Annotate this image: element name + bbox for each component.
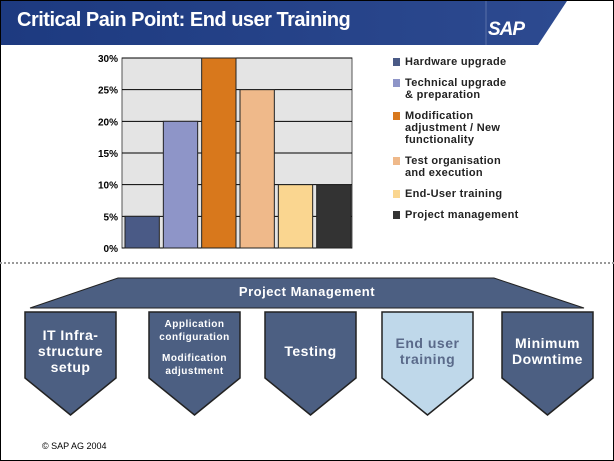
- phase-arrow-3: [264, 311, 357, 416]
- legend-label: Project management: [405, 209, 519, 221]
- y-tick-label: 0%: [104, 244, 119, 255]
- bar-3: [201, 57, 237, 249]
- legend-label: Test organisation: [405, 155, 501, 167]
- legend-item: Modification adjustment / New functionalit…: [393, 110, 603, 146]
- phase-label-line: Application: [164, 319, 225, 330]
- legend-label: Technical upgrade: [405, 77, 507, 89]
- phase-label: End user training: [382, 335, 473, 367]
- phase-label-line: configuration: [159, 332, 230, 343]
- phase-label: Minimum Downtime: [502, 335, 593, 367]
- title-bar: Critical Pain Point: End user Training S…: [1, 1, 613, 47]
- legend-label: functionality: [405, 134, 475, 146]
- bar-1: [124, 215, 160, 249]
- phase-label-line: structure: [37, 343, 104, 359]
- sap-logo: SAP: [488, 19, 525, 40]
- phase-label-line: [149, 344, 240, 352]
- y-tick-label: 30%: [98, 54, 118, 65]
- phase-label: Testing: [265, 343, 356, 359]
- y-tick-label: 10%: [98, 181, 118, 192]
- legend-swatch: [393, 190, 400, 198]
- phase-label: IT Infra-structure setup: [25, 327, 116, 375]
- phase-label-line: setup: [50, 359, 91, 375]
- legend-label: adjustment / New: [405, 122, 501, 134]
- phase-label-line: adjustment: [165, 366, 224, 377]
- title-bar-background: [1, 1, 567, 45]
- phase-label: Application configuration Modification adju…: [149, 318, 240, 378]
- legend-label: Hardware upgrade: [405, 56, 507, 68]
- divider: [0, 262, 614, 264]
- legend-swatch: [393, 58, 400, 66]
- legend-item: Technical upgrade & preparation: [393, 77, 603, 101]
- legend-swatch: [393, 79, 400, 87]
- phase-label-line: Downtime: [512, 351, 583, 367]
- banner-shape: [29, 277, 585, 309]
- y-tick-label: 20%: [98, 117, 118, 128]
- bar-5: [277, 184, 314, 249]
- bar-4: [239, 89, 275, 249]
- legend-item: Test organisation and execution: [393, 155, 603, 179]
- page-title: Critical Pain Point: End user Training: [17, 9, 351, 31]
- phase-arrow-4: [381, 311, 474, 416]
- phase-label-line: Testing: [284, 343, 337, 359]
- legend-item: End-User training: [393, 188, 603, 200]
- legend-item: Project management: [393, 209, 603, 221]
- phase-label-line: training: [399, 351, 456, 367]
- copyright: © SAP AG 2004: [42, 441, 107, 451]
- y-tick-label: 25%: [98, 86, 118, 97]
- legend-item: Hardware upgrade: [393, 56, 603, 68]
- project-management-banner: Project Management: [238, 284, 376, 299]
- y-tick-label: 5%: [104, 212, 119, 223]
- legend-swatch: [393, 112, 400, 120]
- legend-swatch: [393, 157, 400, 165]
- phase-label-line: Minimum: [515, 335, 580, 351]
- phase-arrow-2: [148, 311, 241, 416]
- phase-label-line: Modification: [162, 353, 227, 364]
- chart-legend: Hardware upgrade Technical upgrade & prepa…: [393, 56, 603, 230]
- phase-arrow-1: [24, 311, 117, 416]
- legend-label: and execution: [405, 167, 483, 179]
- legend-label: Modification: [405, 110, 474, 122]
- phase-label-line: End user: [395, 335, 460, 351]
- phase-arrow-5: [501, 311, 594, 416]
- legend-label: End-User training: [405, 188, 503, 200]
- phase-label-line: IT Infra-: [42, 327, 99, 343]
- bar-chart: 0% 5% 10% 15% 20% 25% 30%: [98, 54, 353, 255]
- bar-2: [162, 120, 199, 249]
- legend-label: & preparation: [405, 89, 481, 101]
- phase-diagram: [24, 277, 594, 416]
- bar-6: [316, 184, 352, 249]
- legend-swatch: [393, 211, 400, 219]
- y-tick-label: 15%: [98, 149, 118, 160]
